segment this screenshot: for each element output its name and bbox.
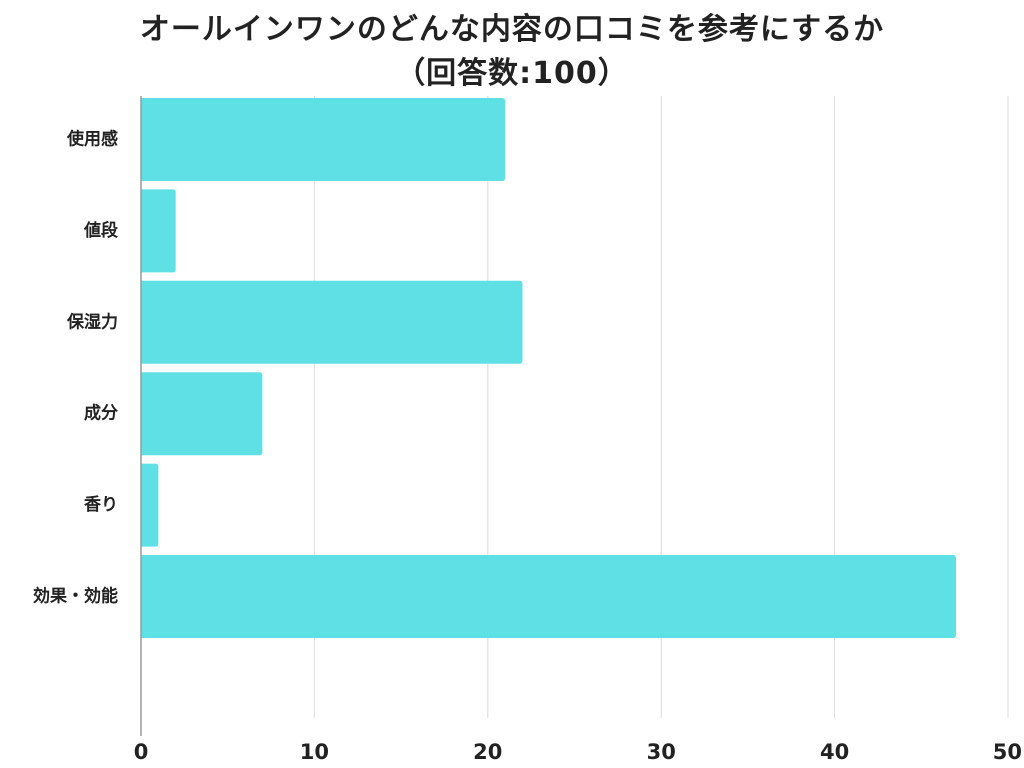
x-tick-label-10: 10 [300,740,329,764]
category-label-1: 値段 [83,220,118,241]
x-tick-label-40: 40 [820,740,849,764]
x-tick-label-50: 50 [993,740,1022,764]
category-label-3: 成分 [84,403,118,424]
x-tick-label-0: 0 [134,740,149,764]
bars [141,98,956,638]
bar-0 [141,98,506,181]
x-tick-labels: 0 10 20 30 40 50 [134,740,1022,764]
category-label-0: 使用感 [66,129,118,150]
chart-title: オールインワンのどんな内容の口コミを参考にするか （回答数:100） [0,8,1024,96]
category-label-5: 効果・効能 [33,586,118,607]
bar-5 [141,555,956,638]
bar-1 [141,189,176,273]
category-label-4: 香り [84,495,118,515]
bar-4 [141,463,159,547]
chart-title-line1: オールインワンのどんな内容の口コミを参考にするか [139,12,885,47]
category-label-2: 保湿力 [66,311,118,332]
chart-title-line2: （回答数:100） [395,56,629,91]
x-tick-label-30: 30 [647,740,676,764]
x-tick-label-20: 20 [473,740,502,764]
bar-2 [141,280,523,364]
bar-3 [141,372,263,456]
